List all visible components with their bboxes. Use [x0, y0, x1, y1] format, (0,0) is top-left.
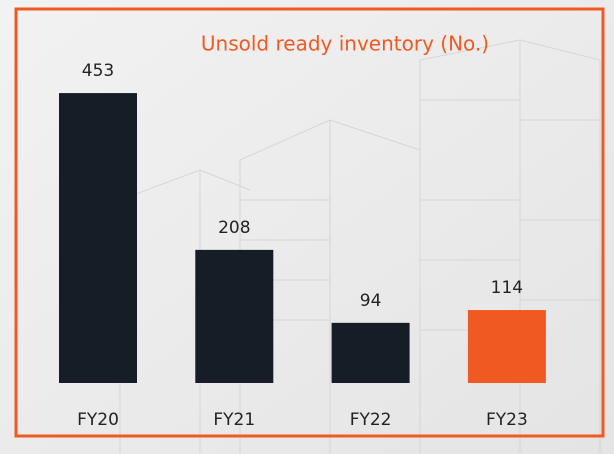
background-sketch	[119, 39, 601, 454]
x-tick-label: FY20	[77, 410, 119, 430]
x-tick-label: FY23	[486, 410, 528, 430]
data-label: 94	[360, 291, 382, 311]
data-label: 453	[82, 61, 114, 81]
bar	[467, 310, 546, 383]
frame	[14, 7, 605, 438]
x-tick-label: FY22	[350, 410, 392, 430]
data-label: 114	[491, 278, 523, 298]
bar	[59, 93, 137, 383]
data-label: 208	[218, 218, 250, 238]
bar	[195, 249, 274, 383]
bar	[331, 322, 410, 383]
chart-title: Unsold ready inventory (No.)	[201, 32, 489, 56]
x-tick-label: FY21	[213, 410, 255, 430]
